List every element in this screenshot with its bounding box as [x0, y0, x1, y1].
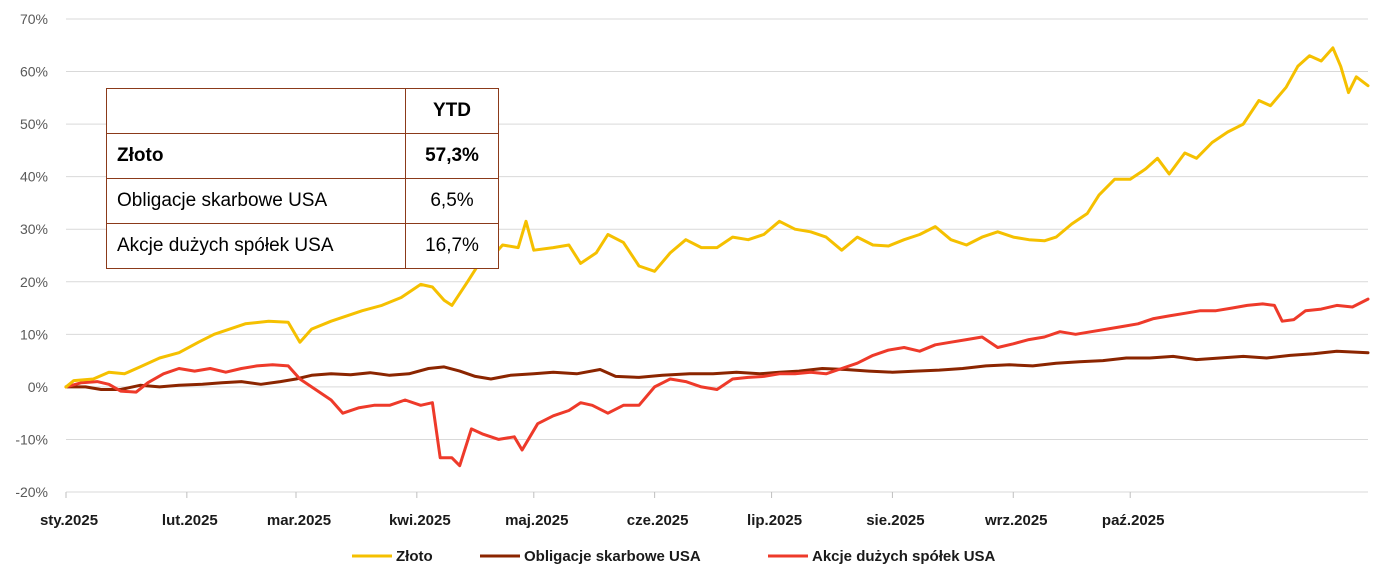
ytd-table-row: Akcje dużych spółek USA 16,7% [106, 223, 499, 269]
y-tick-label: 0% [28, 379, 48, 395]
series-line-stocks [64, 297, 1370, 468]
y-tick-label: 60% [20, 64, 48, 80]
x-tick-label: maj.2025 [505, 512, 568, 529]
x-tick-label: lip.2025 [747, 512, 802, 529]
x-tick-label: sty.2025 [40, 512, 98, 529]
ytd-table: YTD Złoto 57,3% Obligacje skarbowe USA 6… [106, 88, 499, 269]
x-tick-label: paź.2025 [1102, 512, 1165, 529]
ytd-table-header: YTD [405, 88, 499, 134]
ytd-row-name: Złoto [106, 133, 406, 179]
x-tick-label: kwi.2025 [389, 512, 451, 529]
x-tick-label: cze.2025 [627, 512, 689, 529]
x-axis-ticks: sty.2025 lut.2025 mar.2025 kwi.2025 maj.2025… [40, 492, 1165, 529]
legend-label: Obligacje skarbowe USA [524, 548, 701, 565]
ytd-row-name: Obligacje skarbowe USA [106, 178, 406, 224]
x-tick-label: lut.2025 [162, 512, 218, 529]
y-tick-label: -10% [15, 431, 48, 447]
y-tick-label: 70% [20, 11, 48, 27]
y-axis-ticks: 70% 60% 50% 40% 30% 20% 10% 0% -10% -20% [15, 11, 48, 500]
ytd-row-value: 16,7% [405, 223, 499, 269]
y-tick-label: 30% [20, 221, 48, 237]
ytd-row-value: 57,3% [405, 133, 499, 179]
x-tick-label: wrz.2025 [984, 512, 1048, 529]
series-line-treasuries [64, 349, 1370, 391]
y-tick-label: 40% [20, 169, 48, 185]
y-tick-label: 10% [20, 326, 48, 342]
ytd-table-row: Obligacje skarbowe USA 6,5% [106, 178, 499, 224]
y-tick-label: -20% [15, 484, 48, 500]
y-tick-label: 20% [20, 274, 48, 290]
y-tick-label: 50% [20, 116, 48, 132]
legend-label: Akcje dużych spółek USA [812, 548, 996, 565]
x-tick-label: mar.2025 [267, 512, 331, 529]
series-lines [64, 46, 1370, 468]
x-tick-label: sie.2025 [866, 512, 924, 529]
series-line-gold [64, 46, 1370, 389]
ytd-table-header-row: YTD [106, 88, 499, 134]
ytd-row-value: 6,5% [405, 178, 499, 224]
legend-label: Złoto [396, 548, 433, 565]
ytd-table-row: Złoto 57,3% [106, 133, 499, 179]
ytd-row-name: Akcje dużych spółek USA [106, 223, 406, 269]
ytd-table-corner [106, 88, 406, 134]
legend: Złoto Obligacje skarbowe USA Akcje dużych … [352, 548, 996, 565]
